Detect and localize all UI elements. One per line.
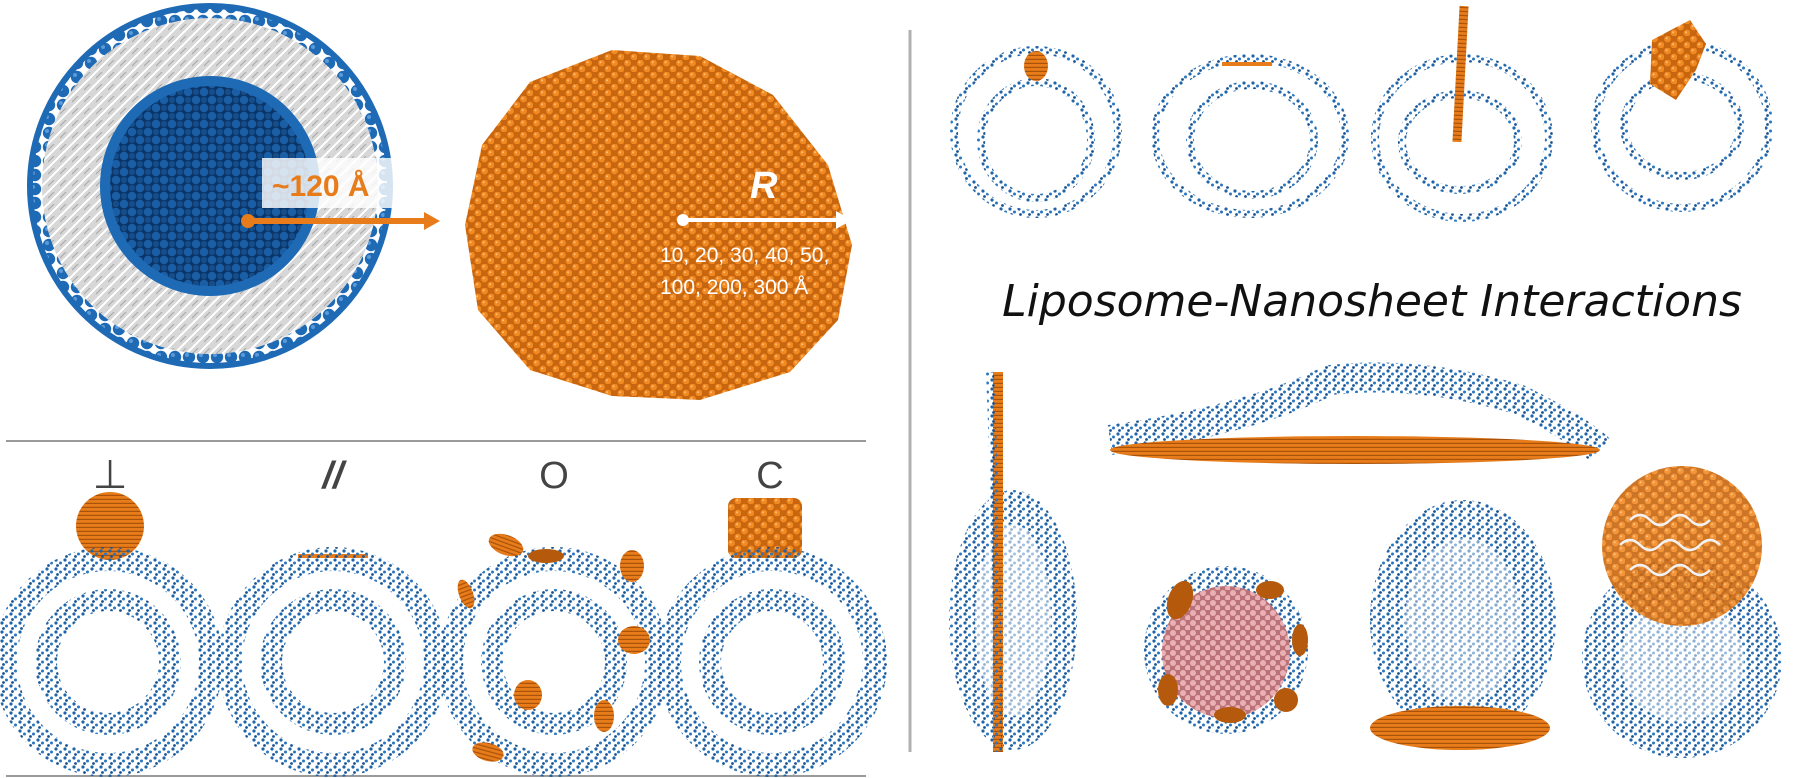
snapshot-bottom-5-capped — [1582, 466, 1782, 758]
snapshot-bottom-1 — [949, 371, 1077, 753]
sheet-radius-symbol: R — [750, 165, 778, 207]
snapshot-bottom-3-wrapped — [1144, 566, 1308, 734]
orientation-label-perpendicular: ⊥ — [93, 452, 128, 498]
liposome-radius-label: ~120 Å — [272, 170, 370, 203]
liposome-cross-section — [27, 3, 393, 369]
vesicle-cluster — [657, 498, 887, 777]
sheet-radius-values-line2: 100, 200, 300 Å — [660, 276, 808, 299]
vesicle-ring — [439, 533, 669, 777]
vesicle-perpendicular — [0, 492, 223, 777]
snapshot-top-1 — [950, 46, 1122, 218]
snapshot-top-4 — [1591, 20, 1773, 212]
panel-title: Liposome-Nanosheet Interactions — [1002, 276, 1742, 327]
snapshot-bottom-4-elongated — [1370, 500, 1556, 750]
liposome-radius-arrow — [241, 212, 440, 230]
nanosheet-disc — [465, 50, 852, 400]
orientation-label-cluster: C — [756, 455, 783, 497]
sheet-radius-values-line1: 10, 20, 30, 40, 50, — [660, 244, 829, 267]
orientation-label-ring: O — [539, 455, 569, 497]
snapshot-top-2 — [1151, 54, 1349, 218]
snapshot-bottom-2-flattened — [1107, 362, 1611, 464]
orientation-label-parallel: // — [320, 455, 347, 497]
vesicle-parallel — [218, 547, 448, 777]
liposome-radius-label-bg — [262, 158, 412, 208]
snapshot-top-3 — [1371, 5, 1553, 222]
sheet-radius-arrow — [677, 211, 852, 229]
